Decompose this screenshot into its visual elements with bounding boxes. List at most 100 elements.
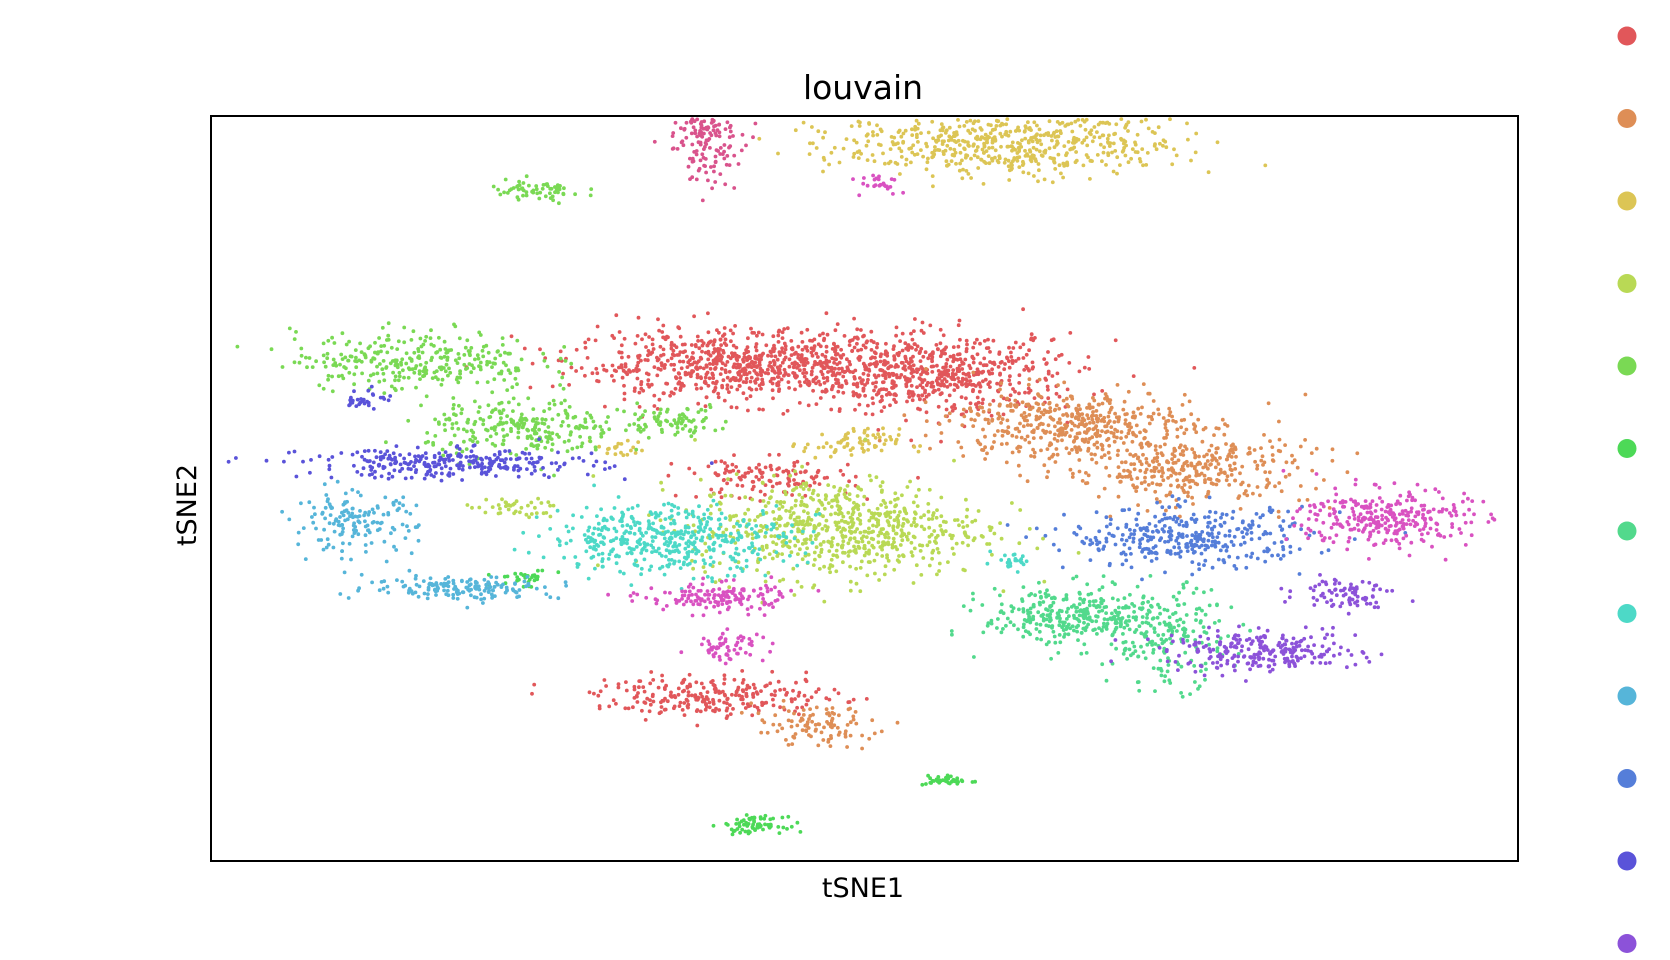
scatter-point (689, 693, 694, 698)
scatter-point (748, 364, 753, 369)
scatter-point (1129, 156, 1133, 161)
scatter-point (382, 378, 387, 383)
scatter-point (619, 343, 624, 348)
scatter-point (725, 481, 729, 486)
scatter-point (1206, 489, 1211, 494)
scatter-point (1076, 551, 1081, 555)
scatter-point (801, 519, 806, 524)
scatter-point (629, 448, 633, 453)
scatter-point (733, 324, 737, 328)
scatter-point (980, 603, 985, 607)
scatter-point (957, 168, 962, 173)
scatter-point (1181, 449, 1186, 453)
scatter-point (1077, 414, 1082, 418)
scatter-point (458, 375, 463, 380)
scatter-point (836, 691, 841, 696)
scatter-point (381, 359, 386, 363)
scatter-point (1153, 489, 1158, 494)
scatter-point (818, 396, 823, 400)
scatter-point (900, 348, 905, 353)
scatter-point (748, 355, 752, 360)
scatter-point (759, 386, 763, 391)
scatter-point (816, 523, 821, 527)
scatter-point (669, 346, 674, 351)
scatter-point (1027, 413, 1032, 417)
scatter-point (787, 509, 792, 514)
scatter-point (868, 560, 872, 564)
scatter-point (723, 363, 728, 367)
scatter-point (1102, 415, 1107, 420)
scatter-point (866, 377, 870, 382)
scatter-point (872, 443, 877, 448)
scatter-point (443, 369, 448, 374)
scatter-point (504, 420, 509, 425)
scatter-point (834, 357, 838, 362)
scatter-point (1028, 388, 1033, 393)
scatter-point (664, 381, 668, 386)
scatter-point (1130, 147, 1135, 152)
scatter-point (979, 158, 984, 162)
scatter-point (1138, 430, 1142, 435)
scatter-point (1073, 160, 1078, 165)
scatter-point (856, 119, 861, 124)
scatter-point (701, 425, 706, 430)
scatter-point (904, 162, 908, 167)
scatter-point (892, 567, 897, 572)
scatter-point (721, 350, 726, 355)
scatter-point (805, 698, 810, 703)
scatter-point (883, 501, 887, 505)
scatter-point (799, 585, 804, 589)
scatter-point (1151, 399, 1156, 403)
scatter-point (782, 500, 786, 505)
scatter-point (347, 370, 352, 375)
scatter-point (1105, 429, 1110, 434)
scatter-point (896, 141, 900, 146)
scatter-point (1052, 145, 1057, 150)
scatter-point (973, 384, 978, 388)
scatter-point (1029, 336, 1034, 341)
scatter-point (1025, 434, 1030, 439)
scatter-point (737, 371, 742, 376)
scatter-point (984, 161, 988, 166)
scatter-point (942, 139, 946, 144)
scatter-point (830, 543, 834, 548)
scatter-point (793, 469, 797, 474)
scatter-point (781, 577, 786, 582)
scatter-point (878, 368, 883, 372)
scatter-point (878, 530, 882, 535)
scatter-point (987, 408, 992, 412)
scatter-point (918, 543, 922, 548)
scatter-point (872, 388, 876, 393)
scatter-point (877, 435, 882, 440)
scatter-point (636, 691, 640, 695)
scatter-point (1029, 159, 1034, 164)
scatter-point (477, 364, 481, 369)
scatter-point (583, 373, 587, 378)
scatter-point (940, 126, 945, 130)
scatter-point (809, 475, 814, 479)
scatter-point (789, 353, 794, 357)
scatter-point (1118, 474, 1122, 479)
scatter-point (990, 145, 995, 150)
scatter-point (815, 362, 820, 366)
scatter-point (425, 431, 430, 435)
scatter-point (793, 128, 798, 133)
scatter-point (826, 370, 830, 374)
scatter-point (538, 347, 542, 352)
scatter-point (1006, 425, 1011, 430)
scatter-point (1039, 448, 1043, 453)
scatter-point (854, 382, 859, 387)
scatter-point (603, 404, 607, 409)
scatter-point (999, 421, 1003, 425)
scatter-point (659, 710, 663, 714)
scatter-point (525, 436, 530, 440)
scatter-point (1053, 424, 1057, 429)
scatter-point (375, 351, 380, 356)
scatter-point (1037, 127, 1042, 132)
scatter-point (761, 351, 765, 356)
scatter-point (1042, 357, 1047, 361)
scatter-point (814, 474, 818, 479)
scatter-point (725, 360, 730, 364)
scatter-point (1125, 448, 1129, 453)
scatter-point (879, 527, 884, 532)
